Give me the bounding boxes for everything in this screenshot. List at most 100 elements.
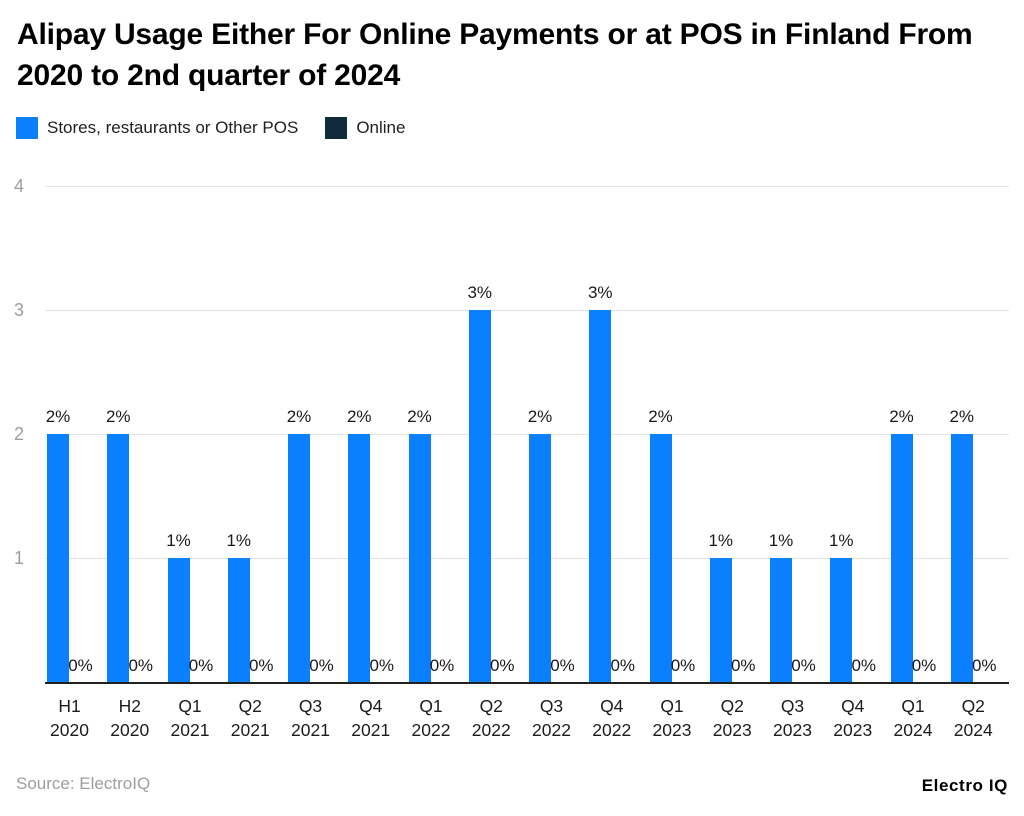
value-label-pos: 2% <box>949 407 975 426</box>
value-label-online: 0% <box>128 656 154 675</box>
bar-group-q3-2021: 2% 0% <box>286 186 346 682</box>
value-label-pos: 1% <box>828 531 854 550</box>
value-label-pos: 3% <box>467 283 493 302</box>
value-label-online: 0% <box>610 656 636 675</box>
x-tick-label-q3-2021: Q3 2021 <box>291 696 330 740</box>
bar-group-q2-2024: 2% 0% <box>949 186 1009 682</box>
bar-group-q2-2023: 1% 0% <box>708 186 768 682</box>
source-note: Source: ElectroIQ <box>16 774 151 793</box>
legend-item-pos[interactable]: Stores, restaurants or Other POS <box>16 117 298 139</box>
bar-pos[interactable] <box>167 558 190 682</box>
value-label-pos: 2% <box>407 407 432 426</box>
brand-logo: Electro IQ <box>921 776 1008 795</box>
bar-group-q3-2022: 2% 0% <box>527 186 587 682</box>
bar-group-h2-2020: 2% 0% <box>105 186 165 682</box>
value-label-pos: 1% <box>166 531 191 550</box>
bar-pos[interactable] <box>649 434 672 682</box>
x-tick-label-q4-2022: Q4 2022 <box>592 696 632 740</box>
bar-pos[interactable] <box>890 434 913 682</box>
bar-group-q1-2022: 2% 0% <box>407 186 467 682</box>
legend: Stores, restaurants or Other POS Online <box>16 117 405 139</box>
bar-group-h1-2020: 2% 0% <box>45 186 105 682</box>
value-label-pos: 1% <box>708 531 734 550</box>
value-label-online: 0% <box>791 656 816 675</box>
value-label-online: 0% <box>309 656 334 675</box>
bar-group-q1-2023: 2% 0% <box>648 186 708 682</box>
gridline-4 <box>45 186 1009 187</box>
legend-label-online: Online <box>356 118 406 137</box>
x-tick-label-q3-2023: Q3 2023 <box>773 696 812 740</box>
bar-pos[interactable] <box>589 310 612 682</box>
value-label-pos: 2% <box>889 407 914 426</box>
y-tick-label-3: 3 <box>14 300 25 320</box>
x-tick-label-q1-2022: Q1 2022 <box>411 696 451 740</box>
y-tick-label-1: 1 <box>14 548 25 568</box>
bar-group-q4-2022: 3% 0% <box>587 186 647 682</box>
x-tick-label-q3-2022: Q3 2022 <box>532 696 571 740</box>
bar-group-q1-2024: 2% 0% <box>889 186 949 682</box>
bar-group-q4-2021: 2% 0% <box>346 186 406 682</box>
x-tick-label-q2-2023: Q2 2023 <box>712 696 752 740</box>
x-tick-label-q1-2021: Q1 2021 <box>170 696 210 740</box>
bar-pos[interactable] <box>770 558 792 682</box>
value-label-pos: 2% <box>286 407 312 426</box>
value-label-online: 0% <box>429 656 455 675</box>
bar-pos[interactable] <box>950 434 973 682</box>
value-label-online: 0% <box>911 656 937 675</box>
gridline-2 <box>45 434 1009 435</box>
y-tick-label-4: 4 <box>14 176 25 196</box>
bar-pos[interactable] <box>709 558 732 682</box>
bar-group-q2-2021: 1% 0% <box>226 186 286 682</box>
value-label-pos: 2% <box>346 407 372 426</box>
x-tick-label-q1-2023: Q1 2023 <box>652 696 692 740</box>
bar-group-q3-2023: 1% 0% <box>768 186 828 682</box>
value-label-online: 0% <box>851 656 877 675</box>
plot-area: 1 2 3 4 H1 2020 2% 0% H2 2020 2% 0% Q1 2021 1% 0% Q2 2021… <box>14 176 1009 740</box>
value-label-pos: 2% <box>648 407 673 426</box>
bar-pos[interactable] <box>288 434 310 682</box>
value-label-online: 0% <box>971 656 997 675</box>
legend-swatch-online-icon <box>325 117 348 139</box>
x-tick-label-q4-2021: Q4 2021 <box>351 696 391 740</box>
bar-pos[interactable] <box>227 558 250 682</box>
bar-pos[interactable] <box>468 310 491 682</box>
value-label-online: 0% <box>369 656 395 675</box>
bar-group-q4-2023: 1% 0% <box>828 186 888 682</box>
value-label-pos: 2% <box>527 407 553 426</box>
gridline-3 <box>45 310 1009 311</box>
x-tick-label-q4-2023: Q4 2023 <box>833 696 873 740</box>
x-tick-label-q2-2021: Q2 2021 <box>230 696 270 740</box>
x-tick-label-q2-2022: Q2 2022 <box>471 696 511 740</box>
value-label-online: 0% <box>670 656 696 675</box>
x-tick-label-h1-2020: H1 2020 <box>50 696 89 740</box>
x-tick-label-q2-2024: Q2 2024 <box>953 696 993 740</box>
value-label-pos: 2% <box>105 407 131 426</box>
value-label-online: 0% <box>188 656 214 675</box>
value-label-online: 0% <box>489 656 515 675</box>
x-tick-label-h2-2020: H2 2020 <box>110 696 150 740</box>
value-label-pos: 3% <box>587 283 613 302</box>
bar-pos[interactable] <box>830 558 853 682</box>
value-label-online: 0% <box>730 656 756 675</box>
value-label-online: 0% <box>68 656 93 675</box>
legend-item-online[interactable]: Online <box>325 117 405 139</box>
bar-pos[interactable] <box>107 434 130 682</box>
value-label-online: 0% <box>550 656 575 675</box>
bar-group-q2-2022: 3% 0% <box>467 186 527 682</box>
bar-pos[interactable] <box>529 434 551 682</box>
gridline-1 <box>45 558 1009 559</box>
bar-pos[interactable] <box>348 434 371 682</box>
bar-group-q1-2021: 1% 0% <box>166 186 226 682</box>
y-tick-label-2: 2 <box>14 424 25 444</box>
value-label-pos: 1% <box>768 531 794 550</box>
bar-pos[interactable] <box>47 434 69 682</box>
value-label-pos: 2% <box>45 407 71 426</box>
legend-label-pos: Stores, restaurants or Other POS <box>47 118 299 137</box>
value-label-online: 0% <box>248 656 274 675</box>
x-tick-label-q1-2024: Q1 2024 <box>893 696 933 740</box>
bar-pos[interactable] <box>408 434 431 682</box>
chart-title: Alipay Usage Either For Online Payments … <box>17 18 973 92</box>
value-label-pos: 1% <box>226 531 252 550</box>
legend-swatch-pos-icon <box>16 117 38 139</box>
